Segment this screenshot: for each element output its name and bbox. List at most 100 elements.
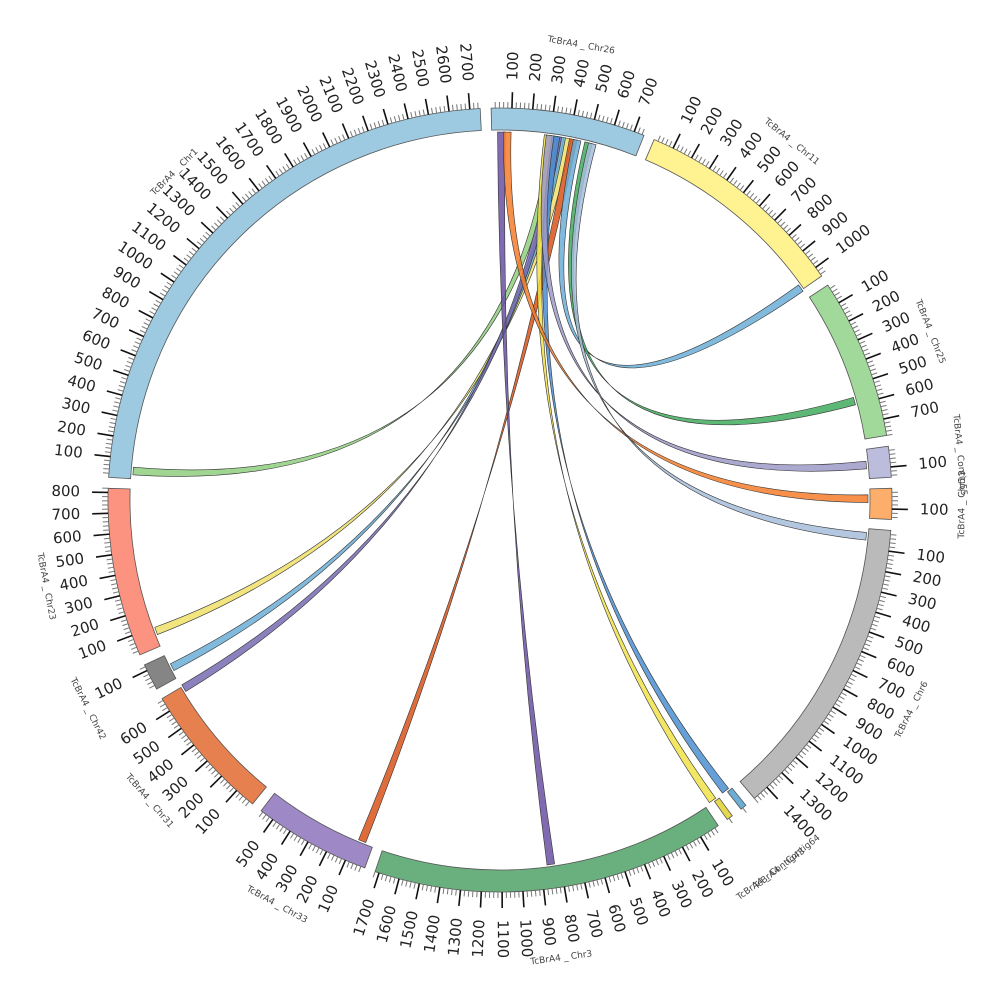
ideogram-contig55: [866, 445, 892, 480]
minor-tick: [464, 103, 467, 110]
major-tick: [843, 688, 858, 698]
minor-tick: [670, 852, 675, 859]
minor-tick: [226, 210, 231, 216]
major-tick: [613, 109, 620, 126]
major-tick: [200, 221, 214, 234]
minor-tick: [820, 270, 826, 275]
minor-tick: [716, 167, 721, 174]
major-tick: [262, 819, 274, 833]
major-tick: [624, 871, 631, 887]
minor-tick: [867, 360, 874, 364]
major-tick: [180, 744, 195, 756]
minor-tick: [104, 541, 111, 544]
major-tick: [284, 152, 294, 168]
minor-tick: [676, 144, 680, 151]
tick-label: 100: [92, 674, 126, 703]
minor-tick: [258, 811, 264, 818]
major-tick: [662, 855, 672, 872]
major-tick: [781, 772, 794, 785]
tick-label: 400: [570, 58, 593, 90]
minor-tick: [881, 587, 888, 590]
ideogram-chr26: [490, 107, 645, 157]
minor-tick: [858, 658, 864, 663]
minor-tick: [862, 647, 869, 651]
minor-tick: [278, 168, 284, 175]
minor-tick: [241, 798, 247, 804]
minor-tick: [817, 266, 824, 272]
minor-tick: [572, 885, 575, 892]
minor-tick: [131, 349, 138, 353]
minor-tick: [678, 848, 682, 855]
minor-tick: [842, 306, 849, 311]
major-tick: [458, 889, 462, 907]
minor-tick: [792, 760, 798, 765]
minor-tick: [886, 563, 893, 565]
link-chr26-chr31: [181, 135, 563, 692]
minor-tick: [868, 364, 875, 368]
minor-tick: [304, 153, 308, 159]
minor-tick: [349, 131, 354, 137]
minor-tick: [358, 866, 362, 873]
minor-tick: [373, 122, 377, 129]
minor-tick: [159, 703, 166, 708]
major-tick: [318, 851, 328, 867]
minor-tick: [840, 302, 847, 307]
minor-tick: [879, 400, 886, 404]
minor-tick: [111, 587, 119, 590]
major-tick: [832, 706, 847, 717]
tick-label: 2600: [432, 44, 455, 84]
minor-tick: [728, 817, 733, 824]
minor-tick: [768, 209, 774, 215]
minor-tick: [173, 724, 180, 729]
minor-tick: [540, 104, 543, 111]
minor-tick: [885, 429, 892, 432]
minor-tick: [107, 430, 115, 433]
minor-tick: [683, 148, 688, 155]
minor-tick: [330, 139, 334, 146]
minor-tick: [687, 150, 692, 157]
minor-tick: [850, 673, 857, 678]
minor-tick: [141, 325, 148, 330]
minor-tick: [127, 638, 134, 643]
minor-tick: [689, 842, 694, 849]
minor-tick: [828, 713, 834, 718]
minor-tick: [805, 250, 811, 255]
major-tick: [299, 841, 309, 857]
minor-tick: [836, 699, 843, 704]
minor-tick: [186, 254, 192, 259]
tick-label: 700: [635, 75, 662, 108]
minor-tick: [600, 878, 604, 885]
major-tick: [265, 164, 277, 179]
tick-label: 700: [909, 398, 941, 422]
major-tick: [758, 193, 771, 207]
minor-tick: [873, 380, 880, 384]
minor-tick: [178, 731, 185, 736]
minor-tick: [859, 340, 866, 345]
tick-label: 100: [920, 500, 949, 519]
minor-tick: [539, 889, 541, 897]
minor-tick: [883, 579, 890, 582]
minor-tick: [559, 887, 562, 894]
minor-tick: [798, 753, 804, 759]
minor-tick: [166, 714, 173, 719]
minor-tick: [806, 744, 812, 749]
minor-tick: [456, 104, 458, 111]
minor-tick: [401, 879, 404, 886]
minor-tick: [122, 623, 129, 627]
minor-tick: [596, 879, 599, 886]
minor-tick: [606, 116, 609, 123]
chromosome-label-chr3: TcBrA4 _ Chr3: [529, 949, 593, 967]
minor-tick: [871, 372, 878, 376]
major-tick: [708, 154, 719, 170]
minor-tick: [315, 146, 319, 153]
ideogram-chr11: [644, 139, 823, 290]
minor-tick: [319, 849, 324, 856]
minor-tick: [890, 461, 897, 464]
ideogram-chr25: [808, 284, 888, 440]
minor-tick: [651, 861, 656, 867]
minor-tick: [186, 741, 192, 746]
minor-tick: [312, 845, 316, 852]
minor-tick: [789, 763, 796, 768]
minor-tick: [629, 124, 633, 131]
